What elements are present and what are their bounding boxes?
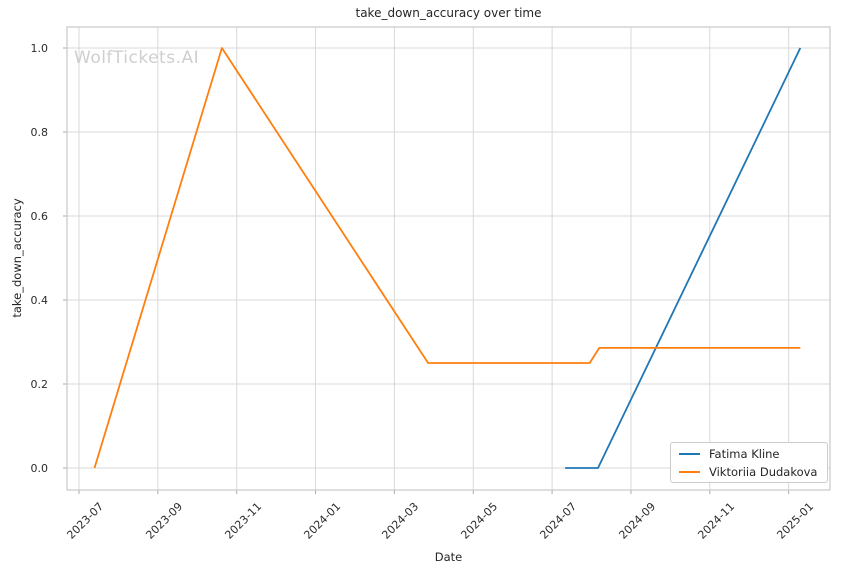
legend-label: Viktoriia Dudakova xyxy=(709,464,818,479)
chart-title: take_down_accuracy over time xyxy=(355,6,542,20)
legend-label: Fatima Kline xyxy=(709,446,780,461)
x-axis-label: Date xyxy=(434,550,463,564)
y-tick-label: 1.0 xyxy=(30,41,49,55)
legend-item-viktoriia-dudakova: Viktoriia Dudakova xyxy=(679,465,819,479)
y-tick-label: 0.4 xyxy=(30,293,49,307)
y-tick-label: 0.8 xyxy=(30,125,49,139)
legend-item-fatima-kline: Fatima Kline xyxy=(679,447,819,461)
watermark: WolfTickets.AI xyxy=(74,48,200,68)
y-tick-label: 0.0 xyxy=(30,461,49,475)
legend-line-icon xyxy=(679,452,700,455)
y-tick-label: 0.6 xyxy=(30,209,49,223)
y-tick-label: 0.2 xyxy=(30,377,49,391)
legend: Fatima Kline Viktoriia Dudakova xyxy=(670,442,828,483)
legend-line-icon xyxy=(679,470,700,473)
